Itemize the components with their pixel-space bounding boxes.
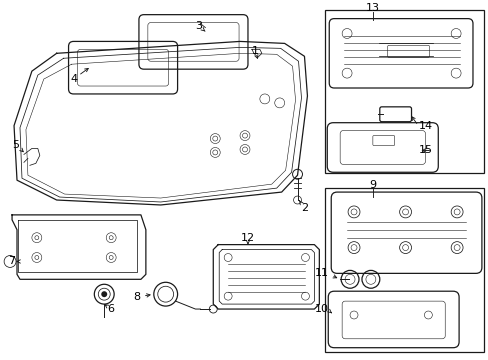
Text: 12: 12 [241, 233, 255, 243]
Text: 14: 14 [418, 121, 432, 131]
Bar [325, 188, 483, 352]
Text: 3: 3 [195, 21, 202, 31]
Text: 10: 10 [315, 304, 328, 314]
Text: 6: 6 [107, 304, 115, 314]
Text: 13: 13 [365, 3, 379, 13]
Circle shape [101, 291, 107, 297]
Bar [325, 10, 483, 173]
Text: 4: 4 [70, 74, 77, 84]
Text: 1: 1 [251, 46, 258, 56]
Text: 15: 15 [418, 145, 431, 156]
Text: 5: 5 [13, 140, 20, 149]
Text: 9: 9 [368, 180, 376, 190]
Text: 7: 7 [8, 256, 16, 266]
Text: 11: 11 [315, 268, 328, 278]
Text: 2: 2 [300, 203, 307, 213]
Text: 8: 8 [133, 292, 140, 302]
